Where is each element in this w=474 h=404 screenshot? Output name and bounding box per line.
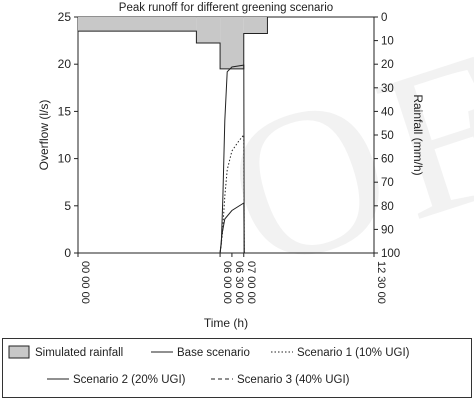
- rainfall-bar-0: [78, 17, 197, 32]
- y-right-tick-label: 50: [381, 130, 394, 142]
- x-tick-label: 12 30 00: [375, 261, 387, 304]
- legend: Simulated rainfall Base scenario Scenario …: [2, 338, 472, 398]
- y-right-axis-label: Rainfall (mm/h): [411, 94, 425, 175]
- y-left-tick-label: 5: [64, 199, 71, 213]
- axes-layer: 0 5 10 15 20 25 0 10 20 30 40 50 60 70 80 90 100 00 00 00…: [58, 10, 401, 304]
- x-tick-label: 07 00 00: [245, 261, 257, 304]
- y-right-tick-label: 70: [381, 177, 394, 189]
- legend-label-4: Scenario 3 (40% UGI): [237, 374, 350, 386]
- y-left-tick-label: 10: [58, 152, 72, 166]
- rainfall-outline: [78, 16, 374, 70]
- y-right-tick-label: 40: [381, 106, 394, 118]
- x-axis-label: Time (h): [204, 316, 248, 330]
- legend-label-2: Scenario 1 (10% UGI): [297, 347, 410, 359]
- legend-swatch-rainfall: [8, 345, 30, 359]
- y-left-tick-label: 15: [58, 104, 72, 118]
- y-right-tick-label: 10: [381, 36, 394, 48]
- x-tick-label: 00 00 00: [79, 261, 91, 304]
- y-left-axis-label: Overflow (l/s): [37, 100, 51, 171]
- x-tick-label: 06 00 00: [221, 261, 233, 304]
- chart-title: Peak runoff for different greening scena…: [119, 2, 333, 14]
- legend-label-3: Scenario 2 (20% UGI): [73, 374, 186, 386]
- legend-label-1: Base scenario: [177, 347, 250, 359]
- y-right-tick-label: 30: [381, 83, 394, 95]
- legend-svg: Simulated rainfall Base scenario Scenario …: [8, 345, 410, 386]
- series-layer: [78, 64, 374, 254]
- y-left-tick-label: 0: [64, 246, 71, 260]
- rainfall-bar-3: [243, 17, 268, 34]
- y-left-tick-label: 20: [58, 57, 72, 71]
- y-right-tick-label: 20: [381, 59, 394, 71]
- legend-label-0: Simulated rainfall: [35, 347, 123, 359]
- series-line-2: [78, 133, 374, 254]
- y-right-tick-label: 60: [381, 154, 394, 166]
- series-line-1: [78, 64, 374, 254]
- series-line-3: [78, 202, 374, 254]
- chart: 0 5 10 15 20 25 0 10 20 30 40 50 60 70 80 90 100 00 00 00…: [37, 2, 425, 330]
- x-tick-label: 06 30 00: [233, 261, 245, 304]
- y-right-tick-label: 80: [381, 201, 394, 213]
- rainfall-bar-1: [196, 17, 221, 43]
- rainfall-layer: [78, 16, 374, 70]
- y-right-tick-label: 100: [381, 248, 400, 260]
- rainfall-bar-2: [220, 17, 244, 69]
- y-left-tick-label: 25: [58, 10, 72, 24]
- y-right-tick-label: 0: [381, 12, 387, 24]
- y-right-tick-label: 90: [381, 224, 394, 236]
